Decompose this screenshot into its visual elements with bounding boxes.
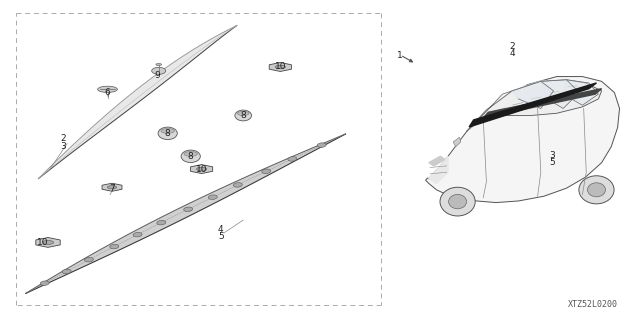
Text: 7: 7 <box>109 184 115 193</box>
Ellipse shape <box>234 183 243 187</box>
Ellipse shape <box>158 127 177 139</box>
Ellipse shape <box>235 110 252 121</box>
Polygon shape <box>467 91 512 131</box>
Polygon shape <box>426 77 620 203</box>
Ellipse shape <box>62 269 71 274</box>
Text: 1: 1 <box>397 51 403 60</box>
Ellipse shape <box>275 65 285 69</box>
Polygon shape <box>563 80 598 105</box>
Polygon shape <box>467 80 602 131</box>
Text: 3: 3 <box>60 142 65 151</box>
Ellipse shape <box>98 86 117 93</box>
Text: 2: 2 <box>509 42 515 51</box>
Ellipse shape <box>84 257 93 262</box>
Polygon shape <box>541 80 579 108</box>
Text: 4: 4 <box>218 225 223 234</box>
Polygon shape <box>102 183 122 191</box>
Text: 6: 6 <box>105 88 110 97</box>
Text: 3: 3 <box>549 151 554 160</box>
Polygon shape <box>269 63 291 71</box>
Text: 10: 10 <box>275 63 286 71</box>
Ellipse shape <box>133 233 142 237</box>
Polygon shape <box>26 134 346 293</box>
Polygon shape <box>191 165 212 174</box>
Ellipse shape <box>449 195 467 209</box>
Ellipse shape <box>108 186 116 189</box>
Text: 5: 5 <box>549 158 554 167</box>
Ellipse shape <box>42 241 54 244</box>
Polygon shape <box>429 156 445 166</box>
Ellipse shape <box>156 63 161 65</box>
Polygon shape <box>469 83 596 127</box>
Text: 10: 10 <box>196 165 207 174</box>
Polygon shape <box>512 81 554 108</box>
Ellipse shape <box>288 157 297 161</box>
Text: 9: 9 <box>154 71 159 80</box>
Ellipse shape <box>208 195 218 199</box>
Polygon shape <box>483 89 602 118</box>
Text: 10: 10 <box>37 238 49 247</box>
Text: XTZ52L0200: XTZ52L0200 <box>568 300 618 309</box>
Ellipse shape <box>184 152 197 156</box>
Polygon shape <box>429 156 448 183</box>
Ellipse shape <box>161 129 174 133</box>
Ellipse shape <box>262 169 271 174</box>
Ellipse shape <box>237 111 249 115</box>
Ellipse shape <box>317 143 326 147</box>
Ellipse shape <box>579 176 614 204</box>
Text: 2: 2 <box>60 134 65 143</box>
Ellipse shape <box>440 187 475 216</box>
Ellipse shape <box>157 220 166 225</box>
Text: 5: 5 <box>218 232 223 241</box>
Polygon shape <box>36 238 60 247</box>
Text: 8: 8 <box>241 111 246 120</box>
Ellipse shape <box>181 150 200 163</box>
Polygon shape <box>38 26 237 179</box>
Text: 4: 4 <box>509 49 515 58</box>
Ellipse shape <box>588 183 605 197</box>
Ellipse shape <box>110 244 119 249</box>
Ellipse shape <box>184 207 193 211</box>
Text: 8: 8 <box>165 129 170 138</box>
Ellipse shape <box>196 167 207 171</box>
Polygon shape <box>453 137 461 147</box>
Text: 8: 8 <box>188 152 193 161</box>
Ellipse shape <box>40 281 49 286</box>
Ellipse shape <box>152 67 166 74</box>
